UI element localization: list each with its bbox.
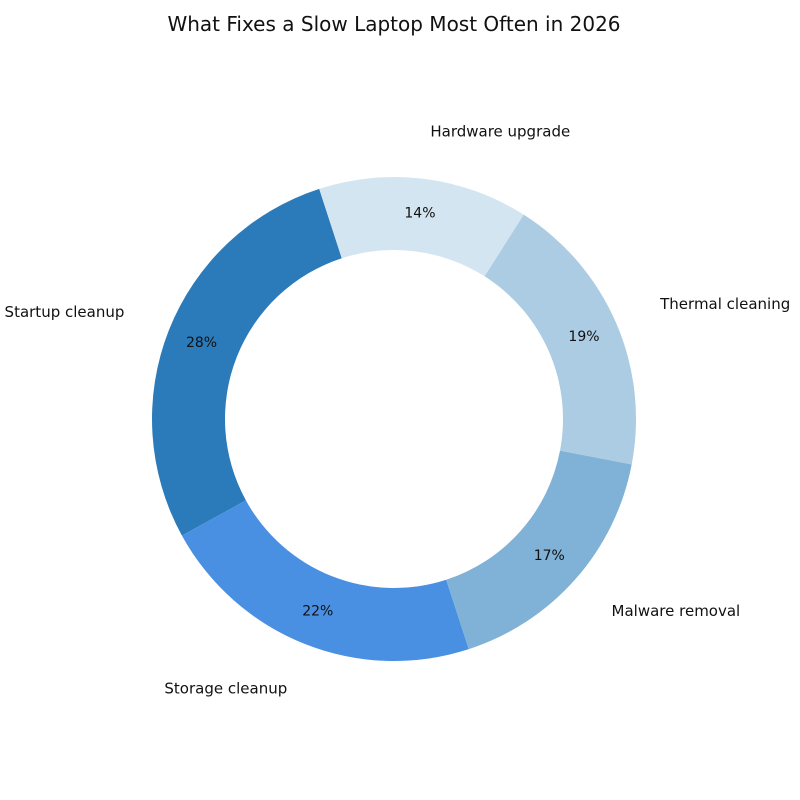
percent-label-malware-removal: 17% — [534, 548, 565, 564]
slice-thermal-cleaning — [484, 214, 636, 465]
chart-title: What Fixes a Slow Laptop Most Often in 2… — [167, 12, 620, 36]
category-label-malware-removal: Malware removal — [612, 602, 741, 620]
percent-label-thermal-cleaning: 19% — [568, 329, 599, 345]
percent-label-storage-cleanup: 22% — [302, 603, 333, 619]
slice-labels: 28% Startup cleanup 22% Storage cleanup 17% M… — [5, 122, 791, 697]
category-label-startup-cleanup: Startup cleanup — [5, 303, 125, 321]
category-label-thermal-cleaning: Thermal cleaning — [659, 295, 790, 313]
percent-label-hardware-upgrade: 14% — [404, 206, 435, 222]
donut-slices — [151, 177, 636, 662]
category-label-hardware-upgrade: Hardware upgrade — [430, 122, 570, 140]
slice-startup-cleanup — [151, 188, 342, 536]
percent-label-startup-cleanup: 28% — [186, 335, 217, 351]
slice-storage-cleanup — [181, 500, 469, 662]
slice-hardware-upgrade — [319, 177, 524, 277]
slice-malware-removal — [446, 450, 632, 650]
category-label-storage-cleanup: Storage cleanup — [164, 680, 287, 698]
